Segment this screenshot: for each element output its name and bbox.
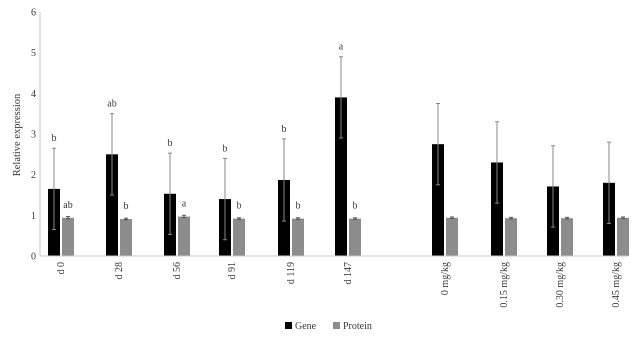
significance-letter: b: [223, 143, 228, 154]
x-tick-label: 0 mg/kg: [440, 262, 451, 295]
x-tick-label: 0.15 mg/kg: [499, 262, 510, 308]
gene-bar: [432, 144, 444, 256]
significance-letter: b: [168, 138, 173, 149]
significance-letter: b: [124, 201, 129, 212]
x-tick-label: 0.45 mg/kg: [611, 262, 622, 308]
significance-letter: b: [52, 133, 57, 144]
protein-bar: [446, 217, 458, 256]
y-tick-label: 5: [31, 48, 36, 59]
legend: Gene Protein: [285, 321, 372, 332]
protein-bar: [120, 218, 132, 256]
protein-bar: [233, 218, 245, 256]
legend-swatch-protein: [333, 322, 340, 329]
significance-letter: ab: [63, 200, 72, 211]
y-tick-label: 2: [31, 170, 36, 181]
protein-bar: [505, 218, 517, 256]
x-tick-label: d 147: [343, 262, 354, 285]
protein-bar: [178, 216, 190, 256]
y-tick-label: 1: [31, 211, 36, 222]
y-tick-label: 6: [31, 8, 36, 19]
y-axis-label: Relative expression: [12, 93, 23, 176]
protein-bar: [561, 218, 573, 256]
significance-letter: a: [182, 199, 187, 210]
protein-bar: [617, 217, 629, 256]
y-tick-label: 4: [31, 89, 36, 100]
y-tick-label: 3: [31, 130, 36, 141]
significance-letter: b: [237, 201, 242, 212]
x-tick-label: d 0: [56, 262, 67, 275]
x-tick-label: 0.30 mg/kg: [555, 262, 566, 308]
protein-bar: [292, 218, 304, 256]
x-tick-label: d 119: [286, 262, 297, 284]
protein-bar: [349, 218, 361, 256]
gene-bar: [106, 154, 118, 256]
y-axis: 0 1 2 3 4 5 6: [31, 8, 41, 263]
significance-letter: b: [296, 201, 301, 212]
legend-label-gene: Gene: [295, 321, 317, 332]
significance-letter: a: [339, 42, 344, 53]
x-tick-label: d 91: [227, 262, 238, 280]
significance-letter: ab: [107, 99, 116, 110]
significance-letter: b: [282, 124, 287, 135]
legend-swatch-gene: [285, 322, 292, 329]
gene-bar: [335, 97, 347, 257]
x-tick-label: d 56: [172, 262, 183, 280]
y-tick-label: 0: [31, 252, 36, 263]
legend-label-protein: Protein: [343, 321, 372, 332]
gene-bar: [491, 162, 503, 256]
significance-letter: b: [353, 201, 358, 212]
x-axis: d 0 d 28 d 56 d 91 d 119 d 147 0 mg/kg 0.15 mg/…: [40, 255, 628, 308]
x-tick-label: d 28: [114, 262, 125, 280]
protein-bar: [62, 217, 74, 256]
